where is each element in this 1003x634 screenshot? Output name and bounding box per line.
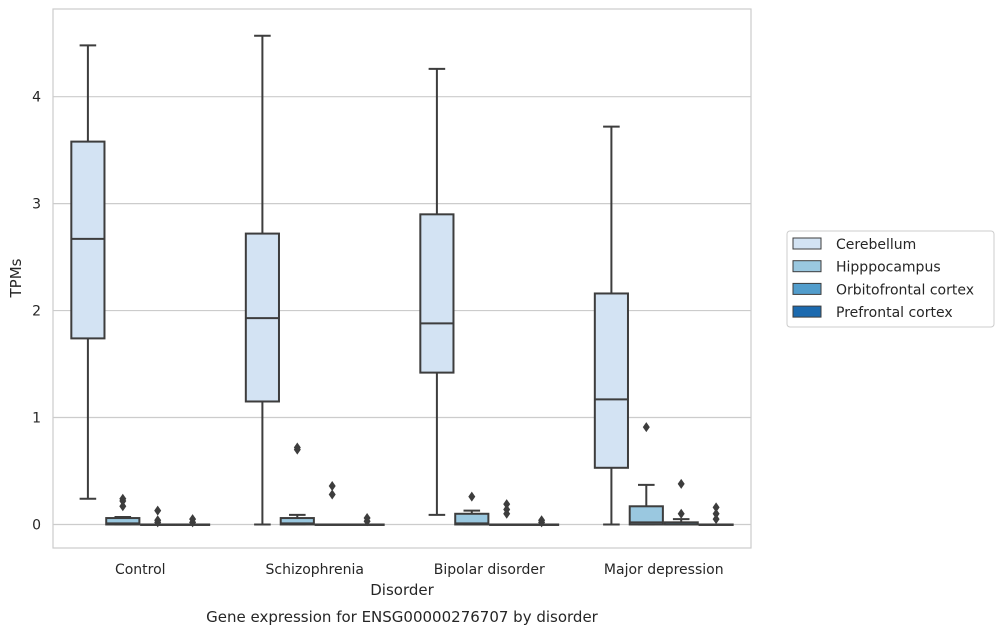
box-groups	[70, 34, 734, 528]
legend-swatch	[792, 260, 822, 273]
box-group	[419, 67, 455, 516]
outlier-point	[677, 478, 685, 489]
box-group	[140, 505, 176, 528]
outlier-point	[503, 499, 511, 510]
y-tick-label: 4	[32, 90, 41, 106]
y-tick-label: 2	[32, 304, 41, 320]
outlier-point	[189, 517, 197, 528]
outlier-point	[468, 491, 476, 502]
box-iqr	[279, 517, 315, 526]
box-group	[349, 513, 385, 527]
x-tick-label: Control	[115, 562, 166, 578]
outlier-point	[328, 489, 336, 500]
outlier-point	[154, 517, 162, 528]
box-iqr	[105, 517, 141, 526]
legend-entry-label: Cerebellum	[836, 237, 916, 253]
box-iqr	[593, 292, 629, 469]
y-tick-label: 1	[32, 411, 41, 427]
box-iqr	[70, 140, 106, 340]
x-tick-label: Bipolar disorder	[434, 562, 545, 578]
y-tick-label: 0	[32, 517, 41, 533]
chart-caption: Gene expression for ENSG00000276707 by d…	[206, 608, 599, 626]
outlier-point	[677, 508, 685, 519]
outlier-point	[642, 422, 650, 433]
x-axis-label: Disorder	[370, 581, 434, 599]
outlier-point	[712, 502, 720, 513]
legend: Cerebellum Hipppocampus Orbitofrontal cort…	[786, 230, 995, 328]
box-group	[454, 491, 490, 526]
outlier-point	[712, 508, 720, 519]
box-group	[698, 502, 734, 526]
legend-swatch	[792, 237, 822, 250]
y-tick-label: 3	[32, 197, 41, 213]
outlier-point	[119, 495, 127, 506]
outlier-point	[538, 517, 546, 528]
box-iqr	[419, 213, 455, 374]
outlier-point	[712, 514, 720, 525]
box-group	[105, 493, 141, 526]
box-group	[175, 514, 211, 528]
legend-swatch	[792, 305, 822, 318]
outlier-point	[503, 508, 511, 519]
legend-entry-label: Orbitofrontal cortex	[836, 282, 974, 298]
box-group	[279, 442, 315, 526]
outlier-point	[119, 501, 127, 512]
legend-swatch	[792, 282, 822, 295]
box-group	[70, 44, 106, 500]
x-axis-ticks: Control Schizophrenia Bipolar disorder Majo…	[115, 562, 724, 578]
outlier-point	[293, 444, 301, 455]
x-tick-label: Major depression	[604, 562, 724, 578]
box-iqr	[454, 512, 490, 526]
box-group	[593, 125, 629, 526]
x-tick-label: Schizophrenia	[266, 562, 364, 578]
box-iqr	[628, 505, 664, 526]
box-group	[663, 478, 699, 526]
box-group	[314, 480, 350, 526]
box-group	[628, 422, 664, 526]
box-group	[244, 34, 280, 526]
y-axis-label: TPMs	[7, 258, 25, 298]
legend-frame	[786, 230, 995, 328]
outlier-point	[363, 516, 371, 527]
y-axis-ticks: 0 1 2 3 4	[32, 90, 41, 534]
box-group	[489, 499, 525, 526]
plot-area-frame	[52, 8, 752, 549]
box-group	[524, 515, 560, 528]
outlier-point	[154, 505, 162, 516]
legend-entry-label: Hipppocampus	[836, 260, 941, 276]
legend-entry-label: Prefrontal cortex	[836, 305, 953, 321]
outlier-point	[328, 480, 336, 491]
